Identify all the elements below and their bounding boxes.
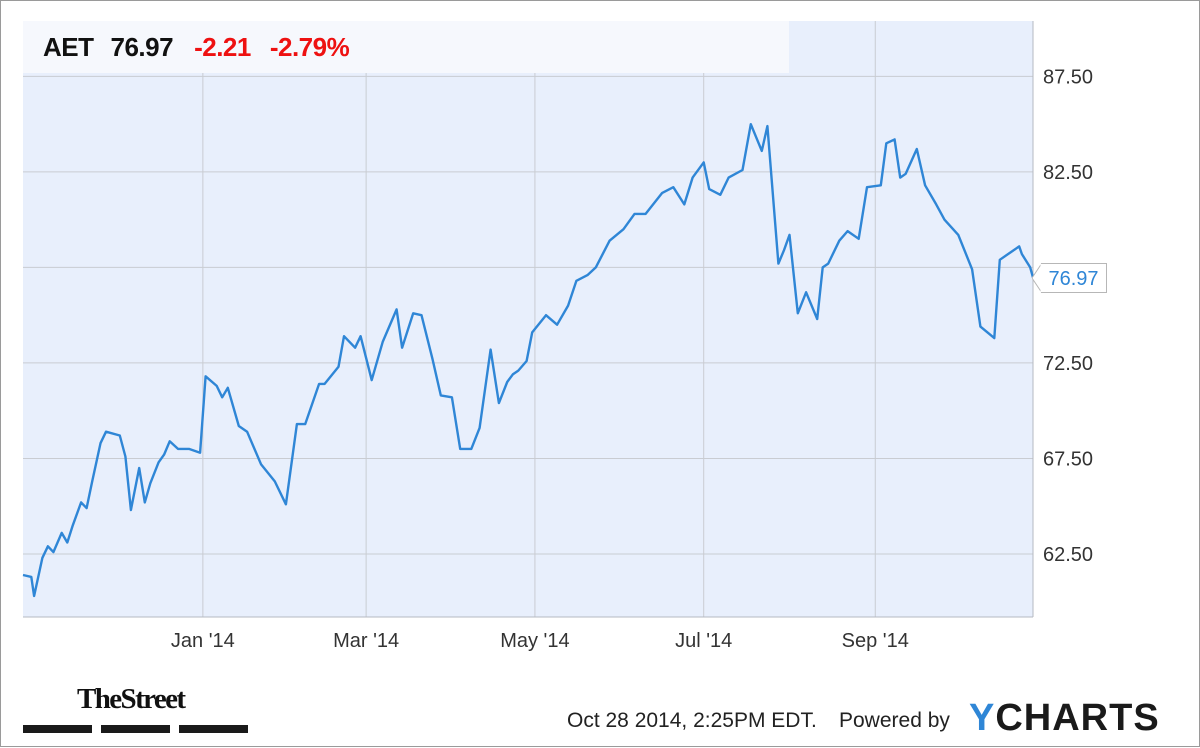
last-price-flag: 76.97 bbox=[1041, 262, 1107, 293]
x-tick-label: Jul '14 bbox=[675, 630, 732, 652]
price-series-line bbox=[22, 123, 1035, 598]
powered-by-text: Powered by bbox=[839, 709, 950, 732]
ycharts-logo: YCHARTS bbox=[969, 697, 1160, 740]
plot-area-background bbox=[23, 21, 1033, 617]
price-change: -2.21 bbox=[194, 31, 251, 62]
x-tick-label: Sep '14 bbox=[842, 630, 909, 652]
last-price: 76.97 bbox=[110, 31, 174, 62]
y-tick-label: 87.50 bbox=[1043, 66, 1093, 88]
y-tick-label: 67.50 bbox=[1043, 448, 1093, 470]
x-tick-label: Mar '14 bbox=[333, 630, 399, 652]
grid-lines bbox=[23, 21, 1033, 617]
ticker-symbol: AET bbox=[43, 31, 94, 62]
ycharts-logo-text: CHARTS bbox=[995, 697, 1160, 739]
timestamp: Oct 28 2014, 2:25PM EDT. bbox=[567, 709, 817, 732]
y-tick-label: 82.50 bbox=[1043, 162, 1093, 184]
price-change-percent: -2.79% bbox=[269, 31, 350, 62]
axis-ticks: 62.50 67.50 72.50 82.50 87.50 Jan '14 Mar '14 M… bbox=[171, 66, 1093, 652]
x-tick-label: May '14 bbox=[500, 630, 569, 652]
ycharts-logo-y: Y bbox=[969, 697, 996, 739]
thestreet-logo: TheStreet bbox=[23, 683, 248, 735]
y-tick-label: 72.50 bbox=[1043, 353, 1093, 375]
thestreet-logo-text: TheStreet bbox=[77, 683, 186, 715]
x-tick-label: Jan '14 bbox=[171, 630, 235, 652]
quote-header: AET 76.97 -2.21 -2.79% bbox=[23, 21, 789, 73]
y-tick-label: 62.50 bbox=[1043, 544, 1093, 566]
